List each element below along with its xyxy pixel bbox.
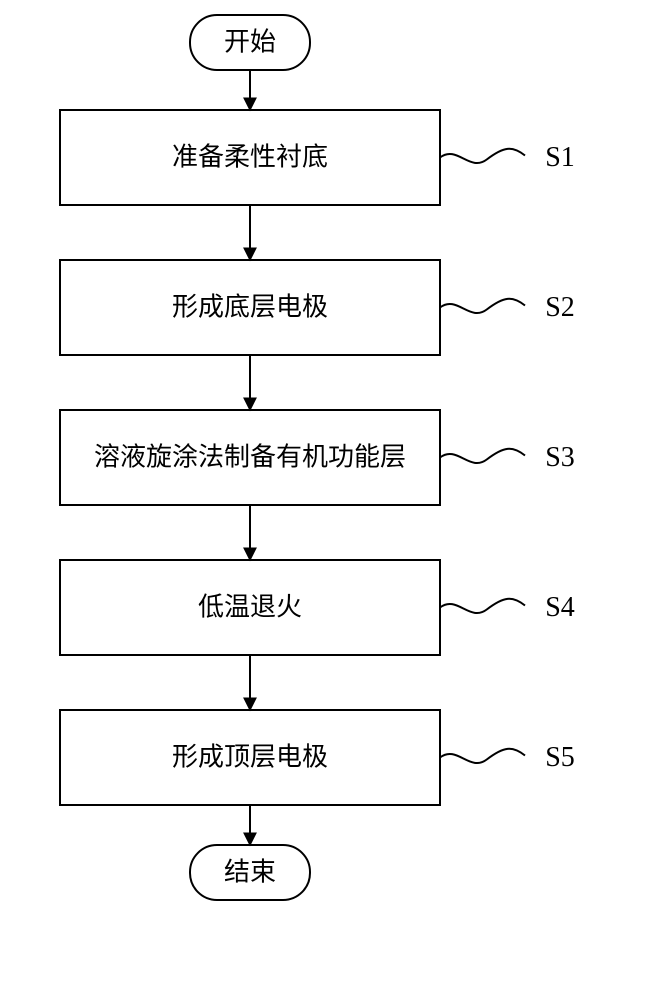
step-connector-wave [440, 299, 525, 313]
step-tag: S5 [545, 742, 575, 773]
process-step: 溶液旋涂法制备有机功能层 [60, 410, 440, 505]
process-step-label: 溶液旋涂法制备有机功能层 [94, 442, 406, 471]
end-label: 结束 [224, 857, 276, 886]
start-label: 开始 [224, 27, 276, 56]
step-connector-wave [440, 599, 525, 613]
step-tag: S2 [545, 292, 575, 323]
process-step: 形成顶层电极 [60, 710, 440, 805]
step-tag: S3 [545, 442, 575, 473]
process-step-label: 准备柔性衬底 [172, 142, 328, 171]
process-step-label: 低温退火 [198, 592, 302, 621]
process-step-label: 形成底层电极 [172, 292, 328, 321]
step-connector-wave [440, 149, 525, 163]
step-tag: S4 [545, 592, 575, 623]
process-step: 低温退火 [60, 560, 440, 655]
start-terminator: 开始 [190, 15, 310, 70]
end-terminator: 结束 [190, 845, 310, 900]
process-step: 准备柔性衬底 [60, 110, 440, 205]
step-tag: S1 [545, 142, 575, 173]
step-connector-wave [440, 749, 525, 763]
process-step: 形成底层电极 [60, 260, 440, 355]
process-step-label: 形成顶层电极 [172, 742, 328, 771]
step-connector-wave [440, 449, 525, 463]
